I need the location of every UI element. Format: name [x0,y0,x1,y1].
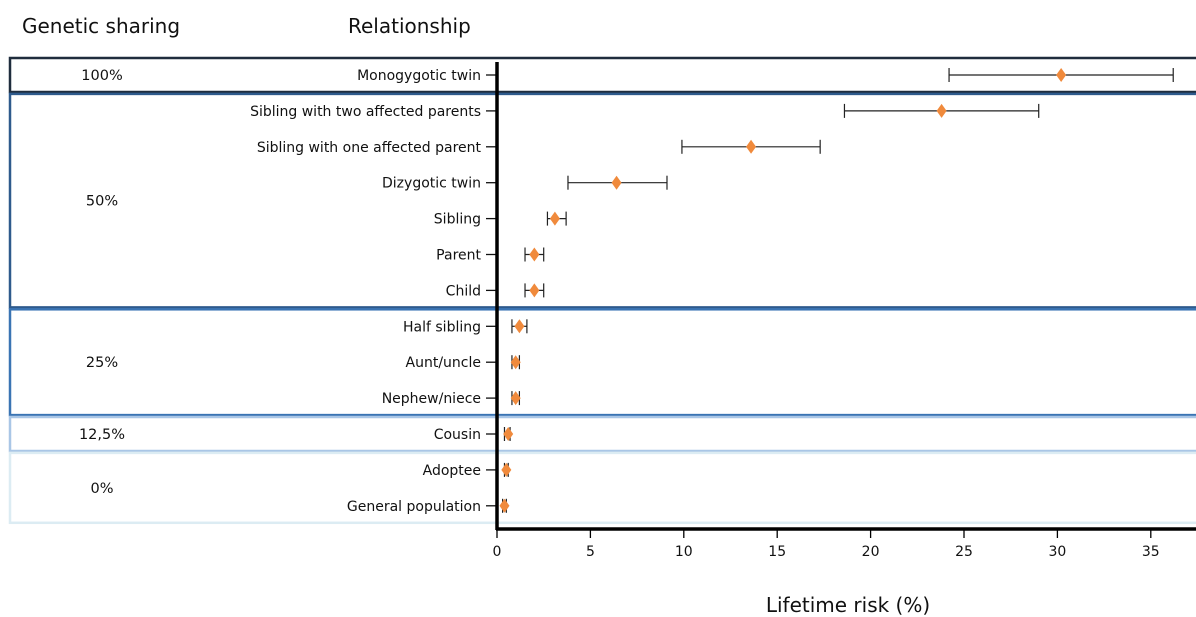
group-box-1 [8,92,1196,309]
risk-point-6 [529,283,540,298]
risk-point-11 [501,462,512,477]
x-axis-label: Lifetime risk (%) [766,593,930,617]
risk-point-8 [510,355,521,370]
risk-point-9 [510,391,521,406]
risk-point-0 [1056,68,1067,82]
risk-point-10 [503,427,514,441]
risk-point-2 [746,139,757,154]
row-label-12: General population [347,499,481,515]
row-label-7: Half sibling [403,319,481,335]
row-label-0: Monogygotic twin [357,68,481,84]
risk-point-4 [549,211,560,226]
group-label-3: 12,5% [79,427,125,443]
x-tick-label-3: 15 [768,544,786,560]
group-box-0 [8,56,1196,94]
x-tick-label-2: 10 [675,544,693,560]
risk-point-5 [529,247,540,262]
axes: 0 5 10 15 20 25 30 35 [493,62,1196,560]
row-label-6: Child [446,283,481,299]
row-label-2: Sibling with one affected parent [257,140,482,156]
row-label-9: Nephew/niece [382,391,481,407]
row-label-10: Cousin [434,427,481,443]
risk-point-12 [499,498,510,513]
risk-marks [499,68,1174,513]
x-tick-label-4: 20 [862,544,880,560]
group-box-3 [8,415,1196,453]
group-box-4 [8,451,1196,525]
group-label-4: 0% [90,481,113,497]
risk-point-7 [514,319,525,334]
group-label-0: 100% [81,68,122,84]
risk-point-3 [611,175,622,190]
group-label-2: 25% [86,355,118,371]
row-label-11: Adoptee [423,463,481,479]
relationship-rows: Monogygotic twin Sibling with two affecte… [250,68,497,515]
row-label-8: Aunt/uncle [406,355,481,371]
x-tick-label-0: 0 [493,544,502,560]
x-tick-label-7: 35 [1142,544,1160,560]
x-tick-label-1: 5 [586,544,595,560]
row-label-1: Sibling with two affected parents [250,104,481,120]
row-label-4: Sibling [434,212,481,228]
group-boxes: 100% 50% 25% 12,5% 0% [8,56,1196,525]
x-tick-label-5: 25 [955,544,973,560]
group-box-2 [8,308,1196,417]
x-tick-label-6: 30 [1048,544,1066,560]
risk-point-1 [936,103,947,118]
row-label-3: Dizygotic twin [382,176,481,192]
relationship-header: Relationship [348,14,471,38]
row-label-5: Parent [436,248,481,264]
genetic-sharing-header: Genetic sharing [22,14,180,38]
group-label-1: 50% [86,194,118,210]
